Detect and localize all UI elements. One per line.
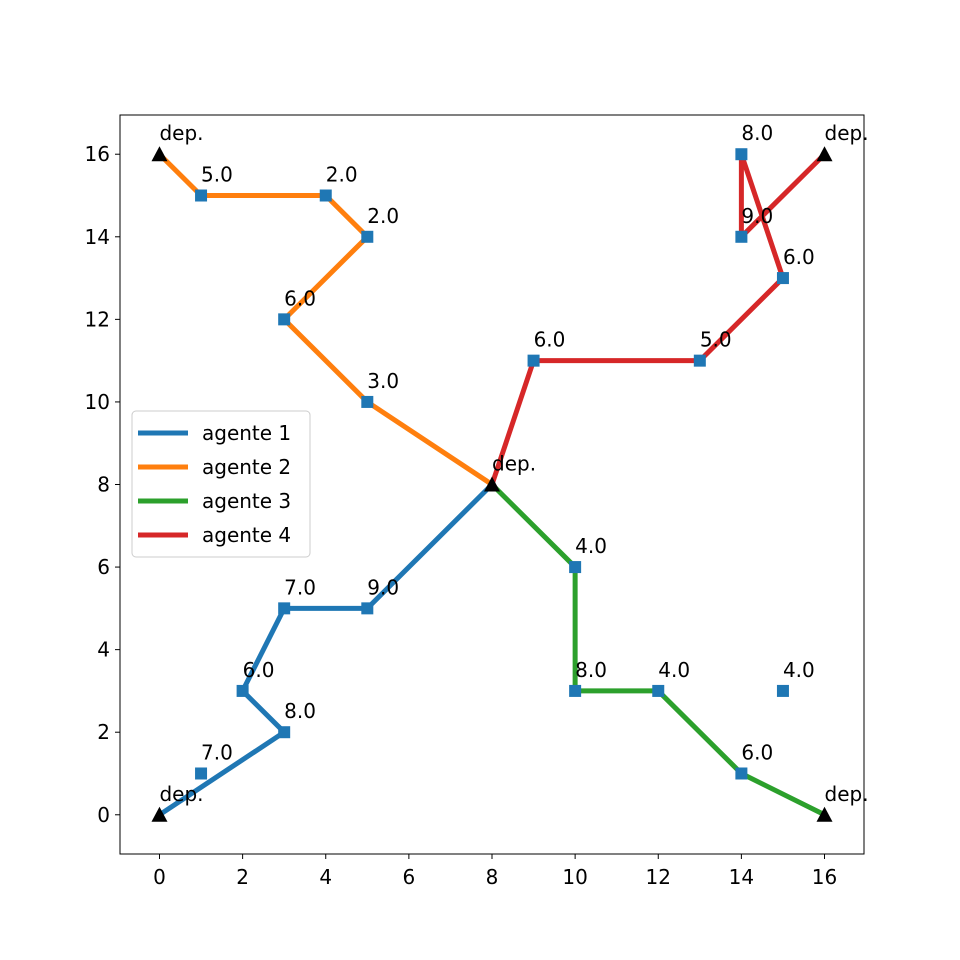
route-line-agente-3: [490, 482, 826, 818]
node-demand-label: 6.0: [284, 286, 316, 310]
x-tick-label: 2: [236, 865, 249, 889]
node-demand-label: 5.0: [201, 163, 233, 187]
customer-node-marker: [278, 313, 291, 326]
node-demand-label: 8.0: [575, 658, 607, 682]
depot-label: dep.: [825, 782, 869, 806]
customer-node-marker: [361, 395, 374, 408]
y-axis-ticks: 0 2 4 6 8 10 12 14 16: [85, 142, 120, 827]
x-tick-label: 8: [486, 865, 499, 889]
y-tick-label: 10: [85, 390, 110, 414]
depot-label: dep.: [825, 121, 869, 145]
x-tick-label: 4: [319, 865, 332, 889]
node-demand-label: 9.0: [367, 575, 399, 599]
customer-node-marker: [652, 684, 665, 697]
node-demand-label: 6.0: [534, 328, 566, 352]
depot-marker: [151, 146, 168, 162]
customer-node-marker: [776, 272, 789, 285]
legend-entry-label: agente 3: [202, 489, 291, 513]
y-tick-label: 0: [97, 803, 110, 827]
x-tick-label: 0: [153, 865, 166, 889]
node-demand-label: 8.0: [741, 121, 773, 145]
node-demand-label: 4.0: [658, 658, 690, 682]
y-tick-label: 8: [97, 473, 110, 497]
legend: agente 1 agente 2 agente 3 agente 4: [131, 410, 311, 558]
depot-marker: [816, 806, 833, 822]
customer-node-marker: [278, 726, 291, 739]
legend-entry-label: agente 4: [202, 523, 291, 547]
node-markers: [151, 146, 833, 822]
node-demand-label: 8.0: [284, 699, 316, 723]
y-tick-label: 16: [85, 142, 110, 166]
x-tick-label: 14: [729, 865, 754, 889]
customer-node-marker: [527, 354, 540, 367]
depot-marker: [151, 806, 168, 822]
depot-marker: [484, 476, 500, 492]
node-demand-label: 7.0: [284, 575, 316, 599]
depot-marker: [816, 146, 833, 162]
customer-node-marker: [236, 684, 249, 697]
customer-node-marker: [693, 354, 706, 367]
x-tick-label: 16: [812, 865, 837, 889]
y-tick-label: 4: [97, 638, 110, 662]
customer-node-marker: [361, 602, 374, 615]
customer-node-marker: [319, 189, 332, 202]
node-demand-label: 9.0: [741, 204, 773, 228]
x-tick-label: 12: [646, 865, 671, 889]
y-tick-label: 2: [97, 720, 110, 744]
node-demand-label: 6.0: [243, 658, 275, 682]
node-demand-label: 3.0: [367, 369, 399, 393]
route-line-agente-1: [158, 482, 494, 817]
customer-node-marker: [569, 561, 582, 574]
legend-entry-label: agente 2: [202, 455, 291, 479]
customer-node-marker: [735, 767, 748, 780]
customer-node-marker: [735, 148, 748, 161]
node-demand-label: 4.0: [783, 658, 815, 682]
y-tick-label: 12: [85, 307, 110, 331]
depot-label: dep.: [492, 452, 536, 476]
x-tick-label: 10: [562, 865, 587, 889]
legend-entry-label: agente 1: [202, 421, 291, 445]
customer-node-marker: [195, 767, 208, 780]
customer-node-marker: [361, 230, 374, 243]
customer-node-marker: [195, 189, 208, 202]
node-labels: 7.0 8.0 6.0 7.0 9.0 5.0 2.0 2.0 6.0 3.0 4.0 8.0 4.0 6…: [159, 121, 868, 806]
node-demand-label: 2.0: [367, 204, 399, 228]
node-demand-label: 6.0: [741, 740, 773, 764]
depot-label: dep.: [159, 121, 203, 145]
x-axis-ticks: 0 2 4 6 8 10 12 14 16: [153, 854, 837, 889]
node-demand-label: 7.0: [201, 740, 233, 764]
customer-node-marker: [569, 684, 582, 697]
node-demand-label: 4.0: [575, 534, 607, 558]
customer-node-marker: [776, 684, 789, 697]
node-demand-label: 2.0: [326, 163, 358, 187]
x-tick-label: 6: [403, 865, 416, 889]
y-tick-label: 6: [97, 555, 110, 579]
customer-node-marker: [278, 602, 291, 615]
customer-node-marker: [735, 230, 748, 243]
node-demand-label: 5.0: [700, 328, 732, 352]
node-demand-label: 6.0: [783, 245, 815, 269]
legend-box: [131, 410, 311, 558]
depot-label: dep.: [159, 782, 203, 806]
y-tick-label: 14: [85, 225, 110, 249]
